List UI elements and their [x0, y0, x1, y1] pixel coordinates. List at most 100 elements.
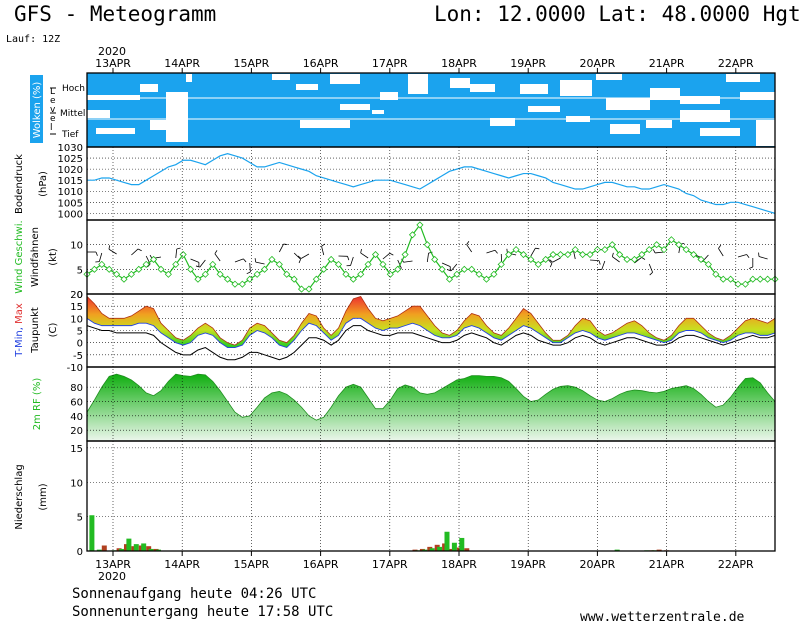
precip-convective-bar [459, 537, 465, 551]
wind-barb-flag [246, 271, 251, 275]
wind-barb [255, 261, 265, 265]
precip-convective-bar [133, 544, 139, 551]
wind-speed-axis-label: Wind Geschwi. [14, 220, 25, 293]
level-label-hoch: Hoch [62, 84, 85, 94]
pressure-tick-label: 1020 [58, 165, 83, 176]
date-label-top: 20APR [579, 57, 615, 70]
wind-speed-point [468, 265, 476, 273]
wind-speed-point [431, 255, 439, 264]
wind-speed-point [630, 255, 639, 264]
wind-speed-point [342, 270, 350, 278]
sunrise-time: Sonnenaufgang heute 04:26 UTC [72, 586, 317, 602]
wind-barb [530, 248, 536, 257]
wind-barb [382, 252, 391, 260]
year-label-bottom: 2020 [98, 570, 126, 583]
wind-speed-point [105, 265, 113, 273]
cloud-gap [650, 88, 680, 100]
wind-speed-point [675, 241, 683, 249]
precip-convective-bar [126, 538, 132, 551]
cloud-gap [408, 74, 428, 94]
wind-speed-point [667, 236, 675, 244]
wind-barb [397, 259, 402, 269]
wind-speed-point [527, 255, 535, 264]
panel-frame-pressure [86, 146, 776, 221]
wind-barb-flag [214, 250, 218, 254]
wind-speed-point [490, 270, 498, 278]
wind-speed-point [697, 255, 705, 264]
wind-barb [466, 244, 473, 253]
wind-speed-point [586, 250, 594, 259]
wind-barb-flag [389, 252, 394, 256]
dewpoint-axis-label: Taupunkt [30, 307, 41, 354]
temp-tick-label: 5 [77, 327, 83, 338]
cloud-gap [490, 118, 515, 126]
wind-barb-flag [598, 260, 601, 265]
cloud-gap [450, 78, 470, 88]
wind-speed-point [690, 250, 698, 259]
date-label-top: 18APR [441, 57, 477, 70]
wind-unit-label: (kt) [48, 248, 59, 266]
wind-barb [634, 257, 642, 264]
date-label-bottom: 15APR [233, 558, 269, 571]
cloud-gap [610, 124, 640, 134]
wind-speed-point [209, 260, 217, 268]
wind-speed-point [497, 260, 505, 268]
wind-speed-point [719, 275, 727, 283]
wind-speed-point [475, 270, 483, 278]
wind-barb-axis-label: Windfahnen [30, 227, 41, 287]
sunset-time: Sonnenuntergang heute 17:58 UTC [72, 604, 334, 620]
wind-speed-point [704, 260, 712, 268]
wind-barb [441, 262, 451, 268]
wind-speed-point [305, 285, 313, 293]
date-label-top: 21APR [649, 57, 685, 70]
wind-speed-point [216, 270, 224, 278]
model-run: Lauf: 12Z [6, 34, 61, 45]
wind-barb-flag [147, 263, 151, 268]
wind-tick-label: 10 [70, 241, 83, 252]
wind-speed-point [460, 265, 468, 273]
wind-speed-point [616, 250, 624, 259]
cloud-gap [680, 110, 730, 122]
wind-speed-point [98, 260, 106, 268]
precip-tick-label: 15 [70, 444, 83, 455]
wind-barb-flag [347, 256, 350, 261]
wind-barb [486, 249, 496, 254]
wind-barb [601, 260, 606, 270]
wind-barb [718, 248, 724, 257]
wind-speed-point [379, 260, 387, 268]
wind-barb-flag [549, 263, 553, 268]
cloud-gap [756, 120, 775, 146]
wind-tick-label: 0 [77, 290, 83, 301]
wind-speed-point [223, 275, 232, 283]
wind-speed-point [401, 250, 409, 259]
cloud-gap [470, 84, 495, 92]
wind-speed-point [349, 275, 357, 283]
precip-tick-label: 0 [77, 547, 83, 558]
wind-barb [450, 263, 458, 272]
precip-stratiform-bar [464, 548, 470, 551]
wind-barb [234, 258, 244, 263]
wind-speed-point [260, 265, 269, 273]
wind-speed-point [549, 250, 557, 259]
wind-barb-flag [254, 258, 257, 263]
wind-barb-flag [718, 244, 722, 249]
website-credit: www.wetterzentrale.de [580, 610, 745, 625]
wind-speed-point [157, 265, 165, 273]
wind-speed-point [727, 275, 735, 283]
wind-barb [108, 248, 117, 255]
precip-convective-bar [429, 548, 435, 551]
panel-frame-wind [86, 219, 776, 295]
precip-tick-label: 10 [70, 478, 83, 489]
temp-range-band [87, 296, 775, 348]
wind-barb-flag [549, 259, 553, 263]
precip-stratiform-bar [146, 546, 152, 551]
precip-convective-bar [451, 542, 457, 551]
wind-speed-point [275, 260, 283, 268]
humidity-tick-label: 60 [70, 397, 83, 408]
wind-speed-point [660, 246, 668, 254]
wind-barb [293, 252, 301, 260]
wind-speed-point [579, 250, 587, 259]
level-label-mittel: Mittel [60, 109, 85, 119]
wind-barb [572, 250, 576, 260]
